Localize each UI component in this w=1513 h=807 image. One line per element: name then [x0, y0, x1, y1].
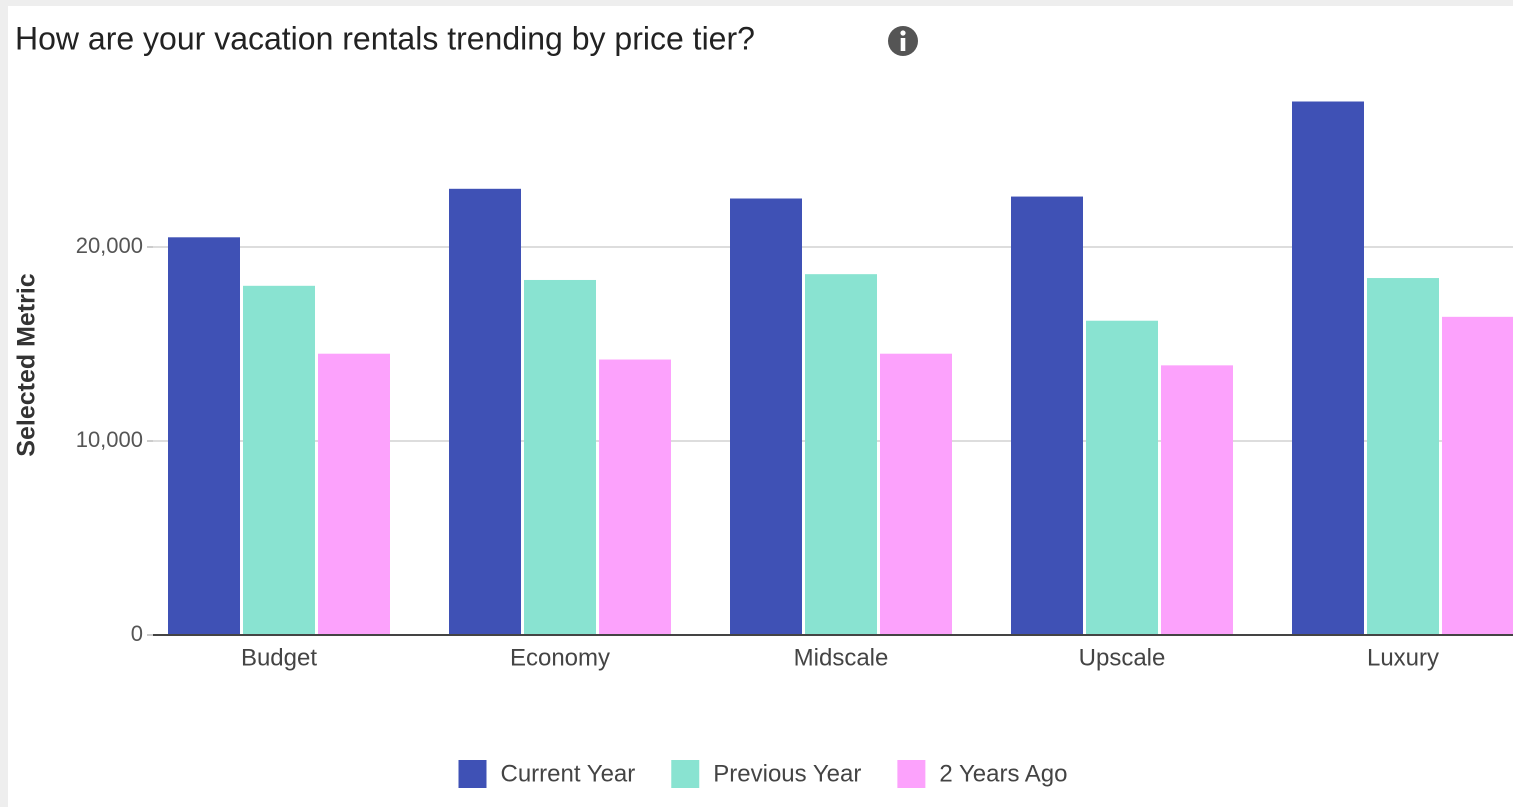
- x-tick-label: Budget: [241, 644, 317, 671]
- legend-swatch: [897, 760, 926, 788]
- chart-title: How are your vacation rentals trending b…: [15, 20, 755, 56]
- info-icon[interactable]: [888, 26, 918, 56]
- bar: [168, 237, 240, 636]
- legend-label: 2 Years Ago: [939, 760, 1067, 787]
- legend-swatch: [458, 760, 487, 788]
- bar: [318, 353, 390, 635]
- legend-swatch: [671, 760, 700, 788]
- info-icon-bar[interactable]: [900, 38, 906, 51]
- bar: [599, 359, 671, 635]
- bar: [1161, 365, 1233, 635]
- info-icon-dot[interactable]: [900, 30, 906, 36]
- bar: [524, 279, 596, 635]
- bar: [1442, 316, 1513, 635]
- bar: [449, 188, 521, 636]
- bar: [1292, 101, 1364, 635]
- bar: [1011, 196, 1083, 635]
- top-strip: [0, 0, 1513, 6]
- y-tick-label: 0: [131, 621, 143, 646]
- bar: [730, 198, 802, 635]
- x-tick-label: Midscale: [794, 644, 889, 671]
- x-tick-label: Upscale: [1079, 644, 1166, 671]
- x-tick-label: Economy: [510, 644, 610, 671]
- bar: [805, 274, 877, 635]
- bar: [1086, 320, 1158, 635]
- bar: [880, 353, 952, 635]
- x-tick-label: Luxury: [1367, 644, 1439, 671]
- y-tick-label: 20,000: [76, 233, 143, 258]
- legend-label: Previous Year: [713, 760, 861, 787]
- y-tick-label: 10,000: [76, 427, 143, 452]
- legend-label: Current Year: [501, 760, 636, 787]
- bar: [1367, 278, 1439, 635]
- left-strip: [0, 0, 8, 807]
- y-axis-label: Selected Metric: [13, 273, 41, 457]
- bar: [243, 285, 315, 635]
